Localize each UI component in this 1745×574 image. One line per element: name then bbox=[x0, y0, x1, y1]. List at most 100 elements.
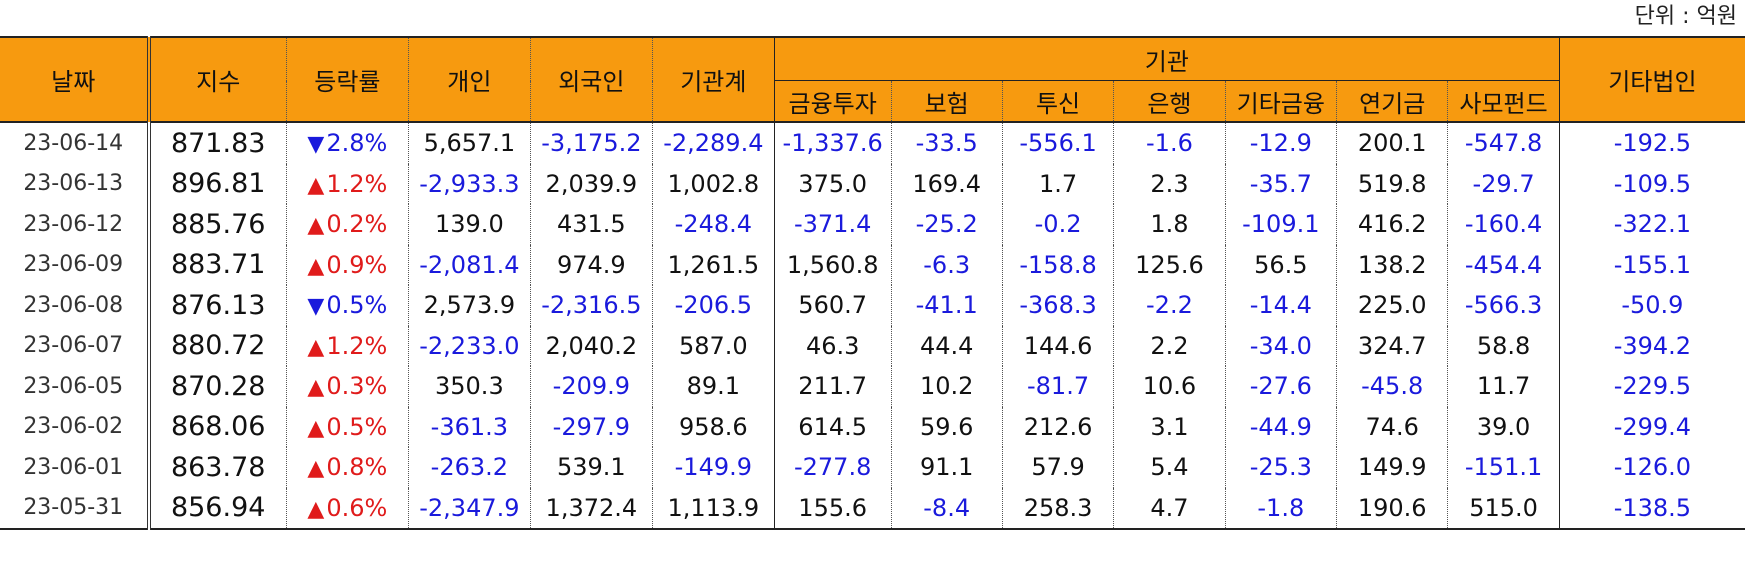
cell-financial-investment: 46.3 bbox=[773, 325, 891, 366]
cell-individual: -361.3 bbox=[407, 406, 531, 447]
cell-private-fund: 11.7 bbox=[1447, 366, 1560, 407]
cell-private-fund: -29.7 bbox=[1447, 163, 1560, 204]
cell-inst-total: 587.0 bbox=[651, 325, 775, 366]
cell-insurance: 44.4 bbox=[890, 325, 1003, 366]
cell-financial-investment: -1,337.6 bbox=[773, 122, 891, 164]
cell-rate: ▲0.5% bbox=[285, 406, 409, 447]
cell-bank: 2.2 bbox=[1113, 325, 1226, 366]
table-row: 23-06-02 868.06 ▲0.5% -361.3 -297.9 958.6 614.… bbox=[0, 406, 1745, 447]
cell-bank: -1.6 bbox=[1113, 122, 1226, 164]
cell-private-fund: 39.0 bbox=[1447, 406, 1560, 447]
cell-foreign: 2,039.9 bbox=[529, 163, 653, 204]
triangle-up-icon: ▲ bbox=[307, 415, 325, 441]
cell-other-finance: -35.7 bbox=[1224, 163, 1337, 204]
cell-financial-investment: -277.8 bbox=[773, 447, 891, 488]
cell-index: 876.13 bbox=[170, 289, 266, 321]
cell-other-finance: -25.3 bbox=[1224, 447, 1337, 488]
table-row: 23-06-08 876.13 ▼0.5% 2,573.9 -2,316.5 -206.5… bbox=[0, 285, 1745, 326]
triangle-up-icon: ▲ bbox=[307, 375, 325, 401]
cell-other-finance: -109.1 bbox=[1224, 204, 1337, 245]
cell-foreign: -209.9 bbox=[529, 366, 653, 407]
cell-financial-investment: 614.5 bbox=[773, 406, 891, 447]
cell-insurance: 59.6 bbox=[890, 406, 1003, 447]
rate-value: 2.8% bbox=[326, 129, 388, 158]
cell-other-corp: -394.2 bbox=[1558, 325, 1745, 366]
cell-investment-trust: -81.7 bbox=[1001, 366, 1114, 407]
cell-rate: ▲0.9% bbox=[285, 244, 409, 285]
cell-individual: 139.0 bbox=[407, 204, 531, 245]
cell-foreign: 431.5 bbox=[529, 204, 653, 245]
cell-private-fund: -160.4 bbox=[1447, 204, 1560, 245]
cell-insurance: -8.4 bbox=[890, 487, 1003, 529]
cell-private-fund: 515.0 bbox=[1447, 487, 1560, 529]
cell-inst-total: -149.9 bbox=[651, 447, 775, 488]
header-index: 지수 bbox=[148, 37, 287, 122]
cell-individual: 350.3 bbox=[407, 366, 531, 407]
cell-index: 896.81 bbox=[170, 168, 266, 200]
cell-pension: 74.6 bbox=[1335, 406, 1448, 447]
cell-other-corp: -50.9 bbox=[1558, 285, 1745, 326]
cell-investment-trust: 144.6 bbox=[1001, 325, 1114, 366]
cell-individual: -2,081.4 bbox=[407, 244, 531, 285]
cell-pension: 324.7 bbox=[1335, 325, 1448, 366]
rate-value: 1.2% bbox=[326, 169, 388, 198]
cell-bank: 5.4 bbox=[1113, 447, 1226, 488]
table-row: 23-06-05 870.28 ▲0.3% 350.3 -209.9 89.1 211.7 1… bbox=[0, 366, 1745, 407]
cell-rate: ▲0.6% bbox=[285, 487, 409, 529]
cell-financial-investment: 1,560.8 bbox=[773, 244, 891, 285]
header-sub-bank: 은행 bbox=[1113, 80, 1226, 122]
cell-bank: 3.1 bbox=[1113, 406, 1226, 447]
cell-insurance: 10.2 bbox=[890, 366, 1003, 407]
cell-pension: 200.1 bbox=[1335, 122, 1448, 164]
triangle-up-icon: ▲ bbox=[307, 456, 325, 482]
cell-index: 863.78 bbox=[170, 451, 266, 483]
cell-pension: 138.2 bbox=[1335, 244, 1448, 285]
triangle-down-icon: ▼ bbox=[307, 294, 325, 320]
cell-other-corp: -155.1 bbox=[1558, 244, 1745, 285]
triangle-up-icon: ▲ bbox=[307, 213, 325, 239]
cell-insurance: -41.1 bbox=[890, 285, 1003, 326]
header-date: 날짜 bbox=[0, 37, 151, 122]
cell-rate: ▲0.8% bbox=[285, 447, 409, 488]
cell-index: 871.83 bbox=[170, 127, 266, 159]
triangle-up-icon: ▲ bbox=[307, 334, 325, 360]
cell-inst-total: -2,289.4 bbox=[651, 122, 775, 164]
cell-financial-investment: 375.0 bbox=[773, 163, 891, 204]
header-other-corp: 기타법인 bbox=[1558, 37, 1745, 122]
cell-individual: -2,233.0 bbox=[407, 325, 531, 366]
cell-investment-trust: -556.1 bbox=[1001, 122, 1114, 164]
rate-value: 0.5% bbox=[326, 412, 388, 441]
table-row: 23-06-09 883.71 ▲0.9% -2,081.4 974.9 1,261.5 1… bbox=[0, 244, 1745, 285]
cell-private-fund: -454.4 bbox=[1447, 244, 1560, 285]
cell-insurance: 91.1 bbox=[890, 447, 1003, 488]
cell-index: 885.76 bbox=[170, 208, 266, 240]
cell-investment-trust: 57.9 bbox=[1001, 447, 1114, 488]
cell-pension: 519.8 bbox=[1335, 163, 1448, 204]
header-sub-insurance: 보험 bbox=[890, 80, 1003, 122]
cell-individual: -263.2 bbox=[407, 447, 531, 488]
cell-individual: -2,347.9 bbox=[407, 487, 531, 529]
cell-date: 23-06-01 bbox=[0, 447, 151, 488]
table-row: 23-06-14 871.83 ▼2.8% 5,657.1 -3,175.2 -2,289… bbox=[0, 122, 1745, 164]
rate-value: 0.6% bbox=[326, 493, 388, 522]
cell-other-corp: -322.1 bbox=[1558, 204, 1745, 245]
cell-financial-investment: 155.6 bbox=[773, 487, 891, 529]
table-header: 날짜 지수 등락률 개인 외국인 기관계 기관 기타법인 금융투자 보험 투신 … bbox=[0, 37, 1745, 122]
cell-individual: 2,573.9 bbox=[407, 285, 531, 326]
header-rate: 등락률 bbox=[285, 37, 409, 122]
cell-rate: ▲0.3% bbox=[285, 366, 409, 407]
cell-index: 880.72 bbox=[170, 330, 266, 362]
cell-other-corp: -138.5 bbox=[1558, 487, 1745, 529]
cell-date: 23-05-31 bbox=[0, 487, 151, 529]
cell-date: 23-06-12 bbox=[0, 204, 151, 245]
cell-foreign: 974.9 bbox=[529, 244, 653, 285]
cell-foreign: 1,372.4 bbox=[529, 487, 653, 529]
unit-label: 단위 : 억원 bbox=[1634, 4, 1737, 29]
cell-other-finance: -1.8 bbox=[1224, 487, 1337, 529]
cell-inst-total: 1,113.9 bbox=[651, 487, 775, 529]
rate-value: 0.2% bbox=[326, 210, 388, 239]
cell-bank: 10.6 bbox=[1113, 366, 1226, 407]
investor-trading-table-container: 날짜 지수 등락률 개인 외국인 기관계 기관 기타법인 금융투자 보험 투신 … bbox=[0, 36, 1745, 530]
cell-bank: 4.7 bbox=[1113, 487, 1226, 529]
cell-other-finance: -12.9 bbox=[1224, 122, 1337, 164]
